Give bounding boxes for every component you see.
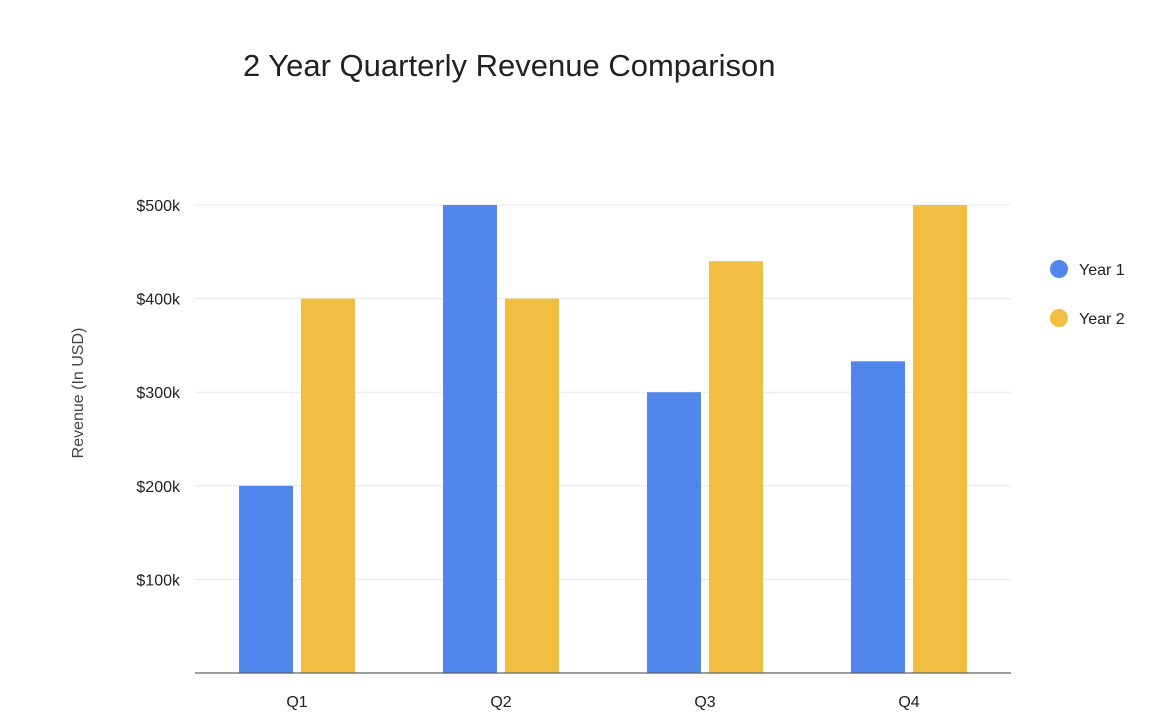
y-tick-label: $500k xyxy=(136,198,181,215)
y-tick-label: $300k xyxy=(136,385,181,402)
bars xyxy=(239,205,967,673)
chart-title: 2 Year Quarterly Revenue Comparison xyxy=(243,48,776,83)
legend-label: Year 1 xyxy=(1079,262,1125,279)
bar-q3-year-1 xyxy=(647,392,701,673)
y-tick-label: $400k xyxy=(136,292,181,309)
x-tick-label: Q3 xyxy=(694,694,715,711)
legend: Year 1 Year 2 xyxy=(1050,260,1125,328)
legend-swatch-year-2 xyxy=(1050,309,1068,327)
bar-q3-year-2 xyxy=(709,261,763,673)
y-tick-label: $200k xyxy=(136,479,181,496)
x-tick-label: Q4 xyxy=(898,694,919,711)
y-axis-label: Revenue (In USD) xyxy=(70,328,87,459)
bar-q1-year-1 xyxy=(239,485,293,673)
x-tick-label: Q1 xyxy=(286,694,307,711)
y-axis-ticks: $100k $200k $300k $400k $500k xyxy=(136,198,181,589)
x-tick-label: Q2 xyxy=(490,694,511,711)
bar-q2-year-1 xyxy=(443,205,497,673)
y-tick-label: $100k xyxy=(136,572,181,589)
x-axis-ticks: Q1 Q2 Q3 Q4 xyxy=(286,694,919,711)
bar-q4-year-1 xyxy=(851,361,905,673)
bar-q1-year-2 xyxy=(301,298,355,673)
legend-swatch-year-1 xyxy=(1050,260,1068,278)
bar-q2-year-2 xyxy=(505,298,559,673)
bar-q4-year-2 xyxy=(913,205,967,673)
legend-label: Year 2 xyxy=(1079,311,1125,328)
